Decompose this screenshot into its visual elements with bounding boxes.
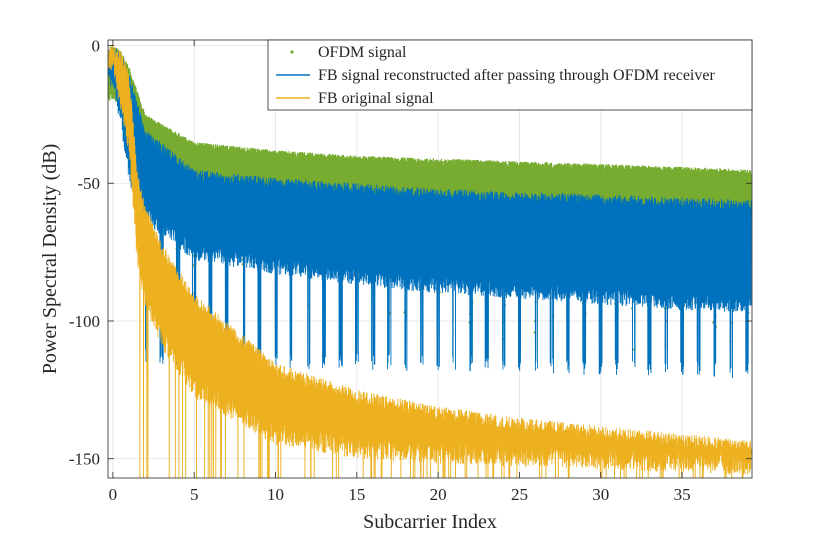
- y-tick-label-0: 0: [92, 37, 101, 56]
- y-tick-label-2: -100: [69, 312, 100, 331]
- legend-label-fb-reconstructed: FB signal reconstructed after passing th…: [318, 67, 715, 84]
- legend-marker-ofdm: [290, 50, 294, 54]
- series-fb-original: [108, 45, 752, 478]
- legend-box: [267, 39, 753, 111]
- x-tick-label-1: 5: [190, 485, 199, 504]
- legend: OFDM signal FB signal reconstructed afte…: [267, 39, 753, 111]
- y-tick-label-3: -150: [69, 450, 100, 469]
- x-tick-label-5: 25: [511, 485, 528, 504]
- x-tick-label-2: 10: [267, 485, 284, 504]
- x-tick-label-3: 15: [348, 485, 365, 504]
- tick-labels: 0 5 10 15 20 25 30 35 0 -50 -100 -150: [69, 37, 691, 504]
- y-axis-label: Power Spectral Density (dB): [39, 144, 61, 375]
- x-tick-label-4: 20: [430, 485, 447, 504]
- legend-label-fb-original: FB original signal: [318, 90, 434, 107]
- x-tick-label-6: 30: [592, 485, 609, 504]
- y-tick-label-1: -50: [77, 174, 100, 193]
- series-fb-reconstructed: [108, 47, 752, 379]
- legend-item-fb-original: FB original signal: [276, 90, 434, 107]
- legend-item-ofdm: OFDM signal: [290, 44, 407, 61]
- x-tick-label-0: 0: [109, 485, 118, 504]
- x-axis-label: Subcarrier Index: [363, 511, 497, 533]
- series-layer: [108, 45, 752, 478]
- legend-item-fb-reconstructed: FB signal reconstructed after passing th…: [276, 67, 715, 84]
- legend-label-ofdm: OFDM signal: [318, 44, 407, 61]
- x-tick-label-7: 35: [674, 485, 691, 504]
